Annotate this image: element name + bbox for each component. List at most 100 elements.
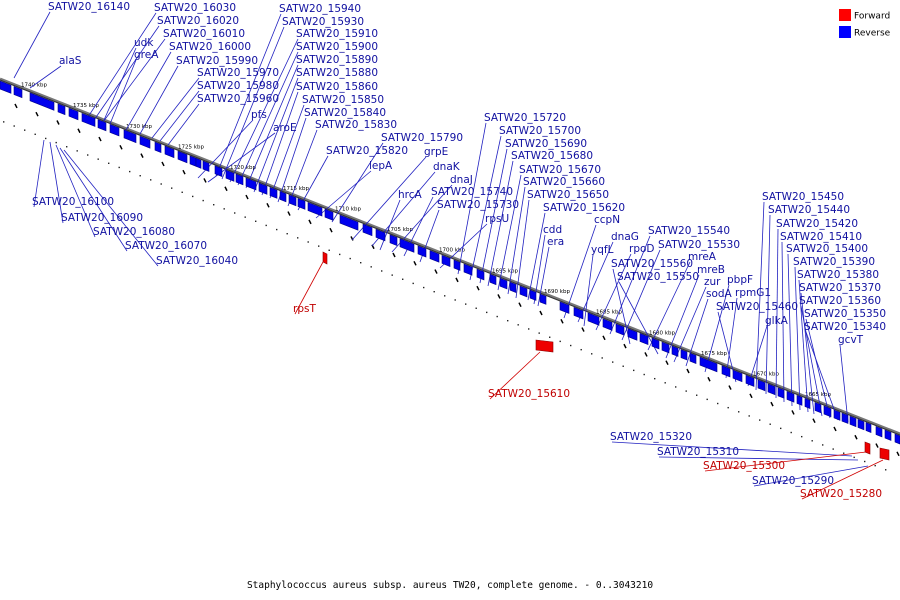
reverse-gene [245,177,257,191]
reverse-gene [164,145,175,159]
reverse-gene-label: SATW20_15680 [511,150,593,162]
reverse-gene-label: SATW20_15660 [523,176,605,188]
reverse-gene [587,312,600,326]
reverse-gene [559,301,570,314]
reverse-gene-label: SATW20_15400 [786,243,868,255]
reverse-gene-label: SATW20_15940 [279,3,361,15]
reverse-gene-label: gcvT [838,334,864,346]
leader-line [611,441,853,457]
leader-line [805,331,839,421]
genome-axis [0,77,900,436]
legend-forward-label: Forward [854,12,890,22]
reverse-gene [539,293,547,305]
leader-line [618,281,659,355]
reverse-gene-label: udk [134,37,154,49]
leader-line [527,212,546,301]
leader-line [29,65,62,89]
leader-line [805,318,831,419]
leader-line [704,284,730,373]
reverse-gene-label: SATW20_16090 [61,212,143,224]
leader-line [237,51,299,186]
reverse-gene-label: glkA [765,315,789,327]
reverse-gene-label: SATW20_15730 [437,199,519,211]
reverse-gene-label: SATW20_15340 [804,321,886,333]
forward-gene [322,251,328,265]
leader-line [583,254,594,327]
gene-labels: SATW20_16140alaSudkgreASATW20_16030SATW2… [32,1,886,500]
reverse-gene-label: SATW20_15360 [799,295,881,307]
leader-line [787,253,793,407]
legend-forward-swatch [839,9,851,21]
leader-line [269,104,305,199]
reverse-gene-label: SATW20_15880 [296,67,378,79]
reverse-gene [214,165,223,178]
reverse-gene-label: yqfL [591,244,614,256]
reverse-gene [258,182,268,195]
reverse-gene-label: ccpN [594,214,620,226]
leader-line [621,249,661,341]
reverse-gene [0,80,12,94]
tick-label: 1715 kbp [283,186,309,192]
reverse-gene [796,394,803,406]
reverse-gene-label: SATW20_15990 [176,55,258,67]
tick-label: 1700 kbp [439,248,465,254]
reverse-gene [573,306,584,320]
reverse-gene-label: SATW20_15670 [519,164,601,176]
reverse-gene-label: SATW20_15310 [657,446,739,458]
reverse-gene-label: rpsU [485,213,509,225]
leader-line [229,38,299,183]
reverse-gene-label: SATW20_15690 [505,138,587,150]
reverse-gene-label: SATW20_15460 [716,301,798,313]
reverse-gene-label: zur [704,276,721,288]
leader-line [85,12,157,121]
reverse-gene [324,208,334,221]
reverse-gene-label: SATW20_15960 [197,93,279,105]
leader-line [151,77,200,139]
leader-line [159,90,200,142]
reverse-gene-label: SATW20_15700 [499,125,581,137]
reverse-gene [721,365,731,378]
leader-line [167,103,200,146]
reverse-gene [225,169,235,182]
reverse-gene-label: lepA [369,160,393,172]
forward-gene [879,447,890,461]
reverse-gene [453,259,461,271]
legend-reverse-swatch [839,26,851,38]
tick-label: 1725 kbp [178,145,204,151]
reverse-gene [509,281,517,293]
leader-line [245,64,299,189]
leader-line [609,235,651,335]
reverse-gene-label: SATW20_15840 [304,107,386,119]
reverse-gene [109,123,120,137]
leader-line [221,26,285,180]
leader-line [665,274,700,359]
reverse-gene-label: SATW20_15550 [617,271,699,283]
reverse-gene-label: SATW20_16140 [48,1,130,13]
reverse-gene [389,234,398,247]
leader-line [563,224,597,319]
reverse-gene [68,107,79,121]
reverse-gene [857,418,865,431]
reverse-gene-label: SATW20_15740 [431,186,513,198]
reverse-gene-label: cdd [543,224,562,236]
reverse-gene [235,173,244,186]
leader-line [704,451,867,472]
reverse-gene [767,383,776,396]
forward-gene-label: SATW20_15280 [800,488,882,500]
reverse-gene [894,433,900,445]
legend-reverse-label: Reverse [854,29,891,39]
leader-line [215,13,282,177]
leader-line [775,228,779,399]
leader-line [725,297,738,379]
reverse-gene [814,402,822,414]
reverse-gene-label: pfs [251,109,267,121]
reverse-gene-label: SATW20_15440 [768,204,850,216]
leader-line [59,147,128,252]
reverse-gene-label: SATW20_16010 [163,28,245,40]
reverse-gene-label: hrcA [398,189,423,201]
leader-line [839,344,849,423]
reverse-gene [884,429,892,441]
reverse-gene-label: greA [134,49,159,61]
tick-label: 1685 kbp [596,309,622,315]
reverse-gene-label: SATW20_15420 [776,218,858,230]
